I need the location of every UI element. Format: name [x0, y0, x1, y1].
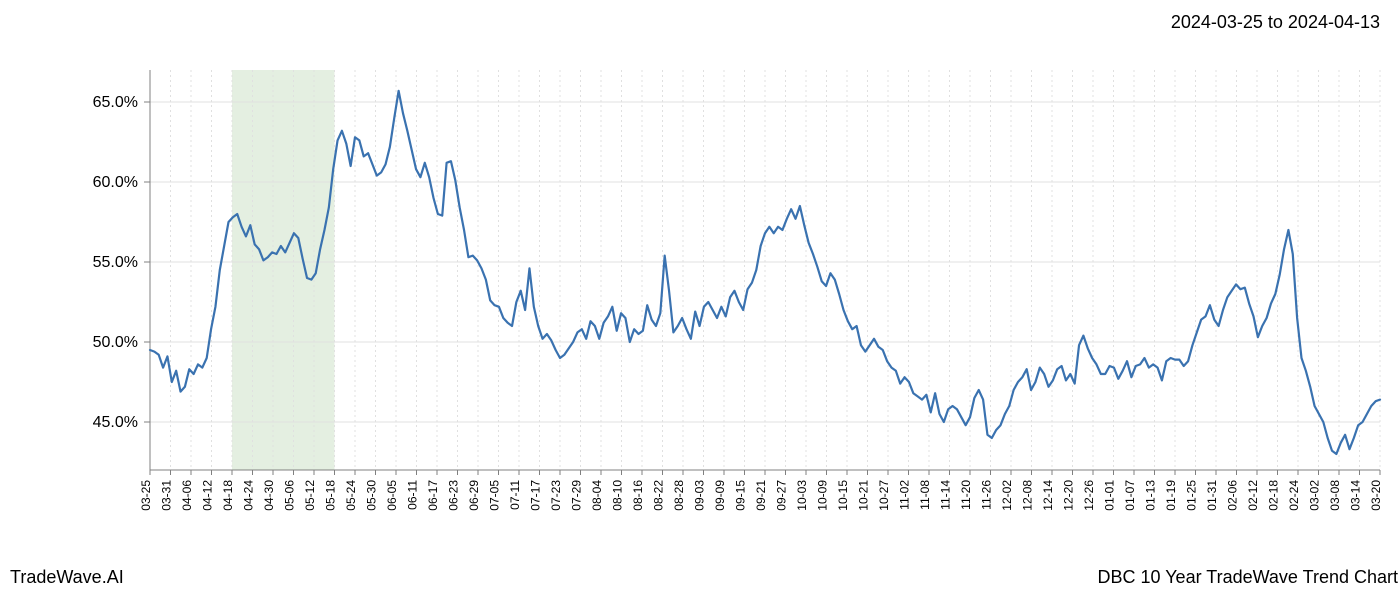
x-tick-label: 12-08 [1021, 480, 1035, 511]
x-tick-label: 12-02 [1000, 480, 1014, 511]
x-tick-label: 10-09 [816, 480, 830, 511]
x-tick-label: 10-15 [836, 480, 850, 511]
x-tick-label: 02-06 [1226, 480, 1240, 511]
x-tick-label: 02-24 [1287, 480, 1301, 511]
x-tick-label: 08-28 [672, 480, 686, 511]
x-tick-label: 01-19 [1164, 480, 1178, 511]
x-tick-label: 02-12 [1246, 480, 1260, 511]
x-tick-label: 11-02 [898, 480, 912, 510]
x-tick-label: 06-05 [385, 480, 399, 511]
x-tick-label: 05-30 [365, 480, 379, 511]
trend-chart: 45.0% 50.0% 55.0% 60.0% 65.0% 03-25 03-31 04-06… [0, 60, 1400, 530]
date-range-label: 2024-03-25 to 2024-04-13 [1171, 12, 1380, 33]
x-tick-label: 07-17 [529, 480, 543, 511]
x-tick-label: 06-29 [467, 480, 481, 511]
x-tick-label: 08-22 [652, 480, 666, 511]
x-tick-label: 01-31 [1205, 480, 1219, 511]
y-tick-label: 50.0% [93, 334, 138, 351]
x-tick-label: 11-08 [918, 480, 932, 510]
x-tick-label: 03-14 [1349, 480, 1363, 511]
x-tick-label: 03-02 [1308, 480, 1322, 511]
x-tick-label: 11-14 [939, 480, 953, 510]
x-tick-label: 03-25 [139, 480, 153, 511]
x-tick-label: 07-29 [570, 480, 584, 511]
x-tick-label: 04-30 [262, 480, 276, 511]
x-tick-label: 09-21 [754, 480, 768, 511]
x-tick-label: 01-13 [1144, 480, 1158, 511]
x-tick-label: 09-15 [734, 480, 748, 511]
y-tick-label: 60.0% [93, 174, 138, 191]
x-tick-label: 08-16 [631, 480, 645, 511]
x-tick-label: 04-24 [242, 480, 256, 511]
y-tick-label: 45.0% [93, 414, 138, 431]
footer-title: DBC 10 Year TradeWave Trend Chart [1098, 567, 1399, 588]
x-tick-label: 10-27 [877, 480, 891, 511]
x-tick-label: 01-07 [1123, 480, 1137, 511]
x-tick-label: 05-18 [324, 480, 338, 511]
x-tick-label: 09-03 [693, 480, 707, 511]
x-tick-label: 09-09 [713, 480, 727, 511]
x-tick-label: 12-20 [1062, 480, 1076, 511]
x-tick-label: 04-12 [201, 480, 215, 511]
x-tick-label: 04-06 [180, 480, 194, 511]
x-tick-label: 07-23 [549, 480, 563, 511]
footer-brand: TradeWave.AI [10, 567, 124, 588]
x-tick-label: 06-17 [426, 480, 440, 511]
x-tick-label: 07-05 [488, 480, 502, 511]
x-tick-label: 02-18 [1267, 480, 1281, 511]
x-tick-label: 11-20 [959, 480, 973, 510]
x-tick-label: 05-06 [283, 480, 297, 511]
x-tick-label: 05-12 [303, 480, 317, 511]
highlight-band [232, 70, 335, 470]
x-tick-label: 09-27 [775, 480, 789, 511]
x-tick-label: 12-14 [1041, 480, 1055, 511]
x-tick-label: 01-25 [1185, 480, 1199, 511]
x-tick-label: 10-21 [857, 480, 871, 511]
x-tick-label: 12-26 [1082, 480, 1096, 511]
y-tick-label: 55.0% [93, 254, 138, 271]
x-tick-label: 07-11 [508, 480, 522, 510]
x-tick-label: 04-18 [221, 480, 235, 511]
x-tick-label: 11-26 [980, 480, 994, 510]
x-tick-label: 01-01 [1103, 480, 1117, 511]
x-tick-label: 03-31 [160, 480, 174, 511]
x-tick-label: 05-24 [344, 480, 358, 511]
x-tick-label: 08-10 [611, 480, 625, 511]
x-tick-label: 06-11 [406, 480, 420, 510]
x-tick-label: 06-23 [447, 480, 461, 511]
x-tick-label: 03-08 [1328, 480, 1342, 511]
chart-svg: 45.0% 50.0% 55.0% 60.0% 65.0% 03-25 03-31 04-06… [0, 60, 1400, 530]
y-tick-label: 65.0% [93, 94, 138, 111]
x-tick-label: 08-04 [590, 480, 604, 511]
x-tick-label: 10-03 [795, 480, 809, 511]
x-tick-label: 03-20 [1369, 480, 1383, 511]
